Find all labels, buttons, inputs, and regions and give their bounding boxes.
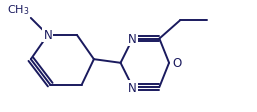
Text: N: N (128, 33, 137, 46)
Text: CH$_3$: CH$_3$ (7, 3, 30, 16)
Text: O: O (172, 57, 181, 70)
Text: N: N (128, 81, 137, 94)
Text: N: N (43, 29, 52, 42)
